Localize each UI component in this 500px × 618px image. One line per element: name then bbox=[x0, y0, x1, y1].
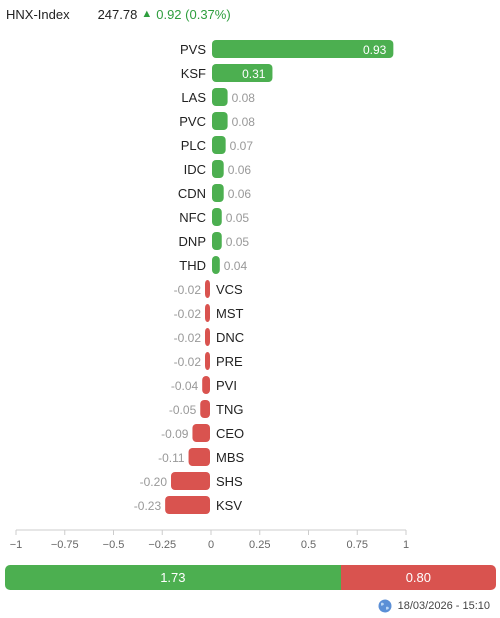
bar-pvs bbox=[212, 40, 394, 58]
bar-dnp bbox=[212, 232, 222, 250]
globe-icon bbox=[378, 599, 392, 613]
category-label: IDC bbox=[184, 162, 206, 177]
value-label: 0.05 bbox=[226, 235, 250, 249]
category-label: THD bbox=[179, 258, 206, 273]
negative-total-label: 0.80 bbox=[405, 570, 432, 585]
value-label: 0.06 bbox=[228, 163, 252, 177]
x-tick-label: −0.5 bbox=[103, 539, 125, 551]
index-change: 0.92 (0.37%) bbox=[156, 6, 231, 22]
value-label: 0.08 bbox=[232, 91, 256, 105]
index-header: HNX-Index 247.78 ▲ 0.92 (0.37%) bbox=[6, 4, 231, 24]
value-label: -0.09 bbox=[161, 427, 189, 441]
category-label: LAS bbox=[181, 90, 206, 105]
category-label: PLC bbox=[181, 138, 206, 153]
x-tick-label: 1 bbox=[403, 539, 409, 551]
category-label: CDN bbox=[178, 186, 206, 201]
x-tick-label: −1 bbox=[10, 539, 23, 551]
footer: 18/03/2026 - 15:10 bbox=[378, 599, 490, 613]
category-label: MST bbox=[216, 306, 244, 321]
bar-vcs bbox=[205, 280, 210, 298]
value-label: 0.05 bbox=[226, 211, 250, 225]
bar-thd bbox=[212, 256, 220, 274]
value-label: -0.23 bbox=[134, 499, 162, 513]
bar-ksv bbox=[165, 496, 210, 514]
category-label: PVC bbox=[179, 114, 206, 129]
bar-cdn bbox=[212, 184, 224, 202]
category-label: CEO bbox=[216, 426, 244, 441]
x-tick-label: −0.25 bbox=[148, 539, 176, 551]
x-tick-label: 0.75 bbox=[347, 539, 368, 551]
bar-plc bbox=[212, 136, 226, 154]
bar-shs bbox=[171, 472, 210, 490]
category-label: SHS bbox=[216, 474, 243, 489]
category-label: PVI bbox=[216, 378, 237, 393]
positive-total-segment: 1.73 bbox=[5, 565, 341, 590]
bar-tng bbox=[200, 400, 210, 418]
x-tick-label: −0.75 bbox=[51, 539, 79, 551]
category-label: DNC bbox=[216, 330, 244, 345]
bar-idc bbox=[212, 160, 224, 178]
category-label: NFC bbox=[179, 210, 206, 225]
bar-ksf bbox=[212, 64, 273, 82]
positive-total-label: 1.73 bbox=[160, 570, 186, 585]
category-label: PVS bbox=[180, 42, 206, 57]
value-label: -0.05 bbox=[169, 403, 197, 417]
bar-nfc bbox=[212, 208, 222, 226]
category-label: KSF bbox=[181, 66, 206, 81]
bar-mst bbox=[205, 304, 210, 322]
bar-pvc bbox=[212, 112, 228, 130]
x-tick-label: 0 bbox=[208, 539, 214, 551]
category-label: TNG bbox=[216, 402, 243, 417]
bar-las bbox=[212, 88, 228, 106]
value-label: -0.11 bbox=[158, 451, 185, 465]
category-label: VCS bbox=[216, 282, 243, 297]
index-value: 247.78 bbox=[97, 6, 138, 22]
bar-ceo bbox=[192, 424, 210, 442]
up-triangle-icon: ▲ bbox=[141, 8, 153, 20]
x-tick-label: 0.5 bbox=[301, 539, 316, 551]
value-label: 0.04 bbox=[224, 259, 248, 273]
timestamp: 18/03/2026 - 15:10 bbox=[397, 600, 490, 612]
category-label: PRE bbox=[216, 354, 243, 369]
bar-pvi bbox=[202, 376, 210, 394]
value-label: 0.07 bbox=[230, 139, 254, 153]
value-label: -0.02 bbox=[174, 331, 202, 345]
value-label: -0.02 bbox=[174, 355, 202, 369]
value-label: -0.20 bbox=[140, 475, 168, 489]
x-tick-label: 0.25 bbox=[249, 539, 270, 551]
category-label: KSV bbox=[216, 498, 242, 513]
value-label: -0.02 bbox=[174, 283, 202, 297]
bar-pre bbox=[205, 352, 210, 370]
index-name: HNX-Index bbox=[6, 6, 70, 22]
value-label: -0.02 bbox=[174, 307, 202, 321]
value-label: 0.08 bbox=[232, 115, 256, 129]
category-label: MBS bbox=[216, 450, 245, 465]
value-label: 0.31 bbox=[242, 67, 266, 81]
market-breadth-bar: 1.73 0.80 bbox=[5, 565, 496, 590]
value-label: -0.04 bbox=[171, 379, 199, 393]
value-label: 0.06 bbox=[228, 187, 252, 201]
category-label: DNP bbox=[179, 234, 206, 249]
bar-dnc bbox=[205, 328, 210, 346]
value-label: 0.93 bbox=[363, 43, 387, 57]
bar-mbs bbox=[188, 448, 210, 466]
contribution-bar-chart: PVS 0.93 KSF 0.31 LAS 0.08 PVC 0.08 PLC 0.07 IDC 0.… bbox=[10, 40, 409, 551]
negative-total-segment: 0.80 bbox=[340, 565, 496, 590]
